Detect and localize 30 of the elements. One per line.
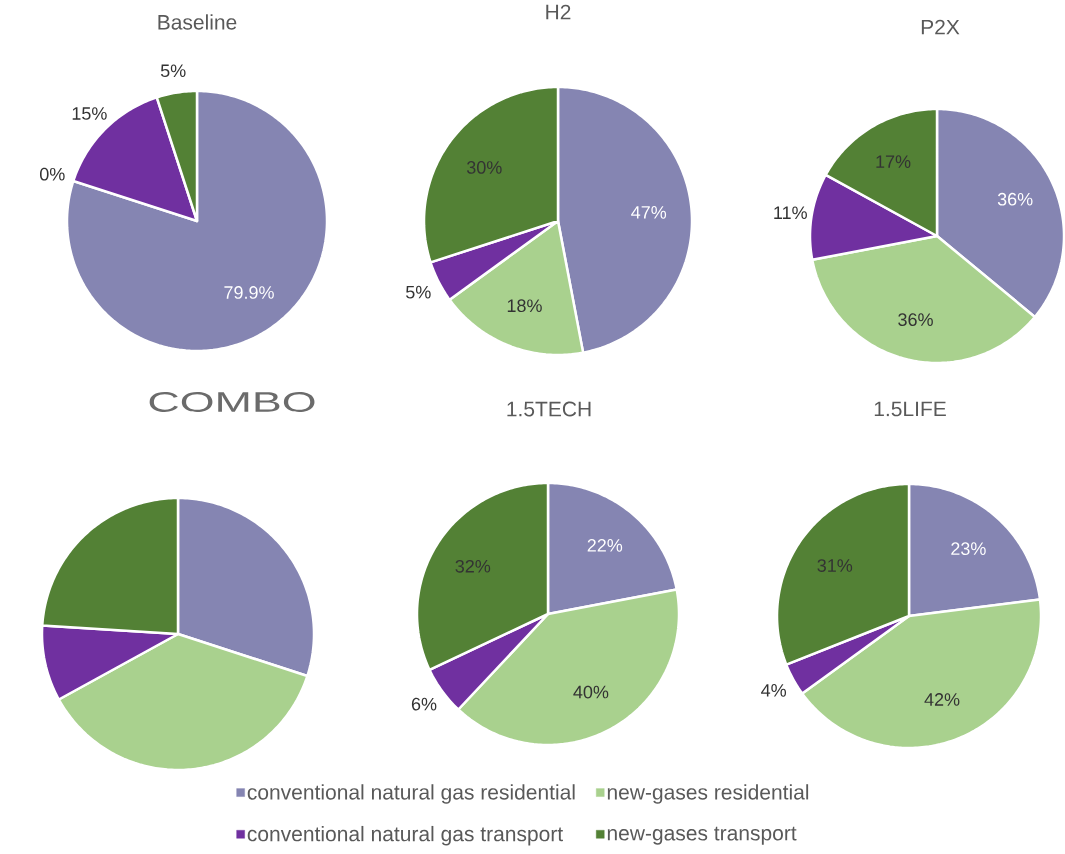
chart-title: 1.5LIFE — [874, 401, 946, 417]
data-label: 31% — [817, 559, 853, 572]
data-label: 17% — [876, 155, 911, 168]
data-label: 5% — [160, 64, 186, 78]
data-label: 42% — [924, 693, 960, 706]
legend-label: conventional natural gas transport — [247, 825, 563, 846]
data-label: 23% — [951, 542, 986, 556]
chart-title: Baseline — [158, 14, 237, 30]
legend-label: new-gases transport — [607, 826, 797, 845]
data-label: 36% — [997, 192, 1033, 206]
data-label: 6% — [411, 697, 437, 711]
chart-title: 1.5TECH — [507, 401, 591, 417]
data-label: 30% — [466, 161, 502, 174]
chart-title: H2 — [546, 4, 571, 20]
data-label: 15% — [72, 107, 107, 120]
legend-label: new-gases residential — [607, 784, 809, 804]
data-label: 47% — [631, 206, 667, 219]
data-label: 11% — [774, 206, 807, 220]
text: 0% — [39, 167, 65, 181]
data-label: 4% — [761, 684, 787, 697]
data-label: 18% — [507, 299, 542, 313]
data-label: 32% — [455, 559, 491, 573]
data-label: 36% — [898, 313, 933, 326]
data-label: 79.9% — [224, 286, 274, 299]
data-label: 22% — [587, 539, 623, 552]
data-label: 5% — [406, 285, 431, 299]
chart-title: COMBO — [149, 392, 315, 412]
data-label: 40% — [573, 685, 609, 699]
legend-label: conventional natural gas residential — [247, 784, 575, 804]
chart-title: P2X — [921, 19, 960, 35]
